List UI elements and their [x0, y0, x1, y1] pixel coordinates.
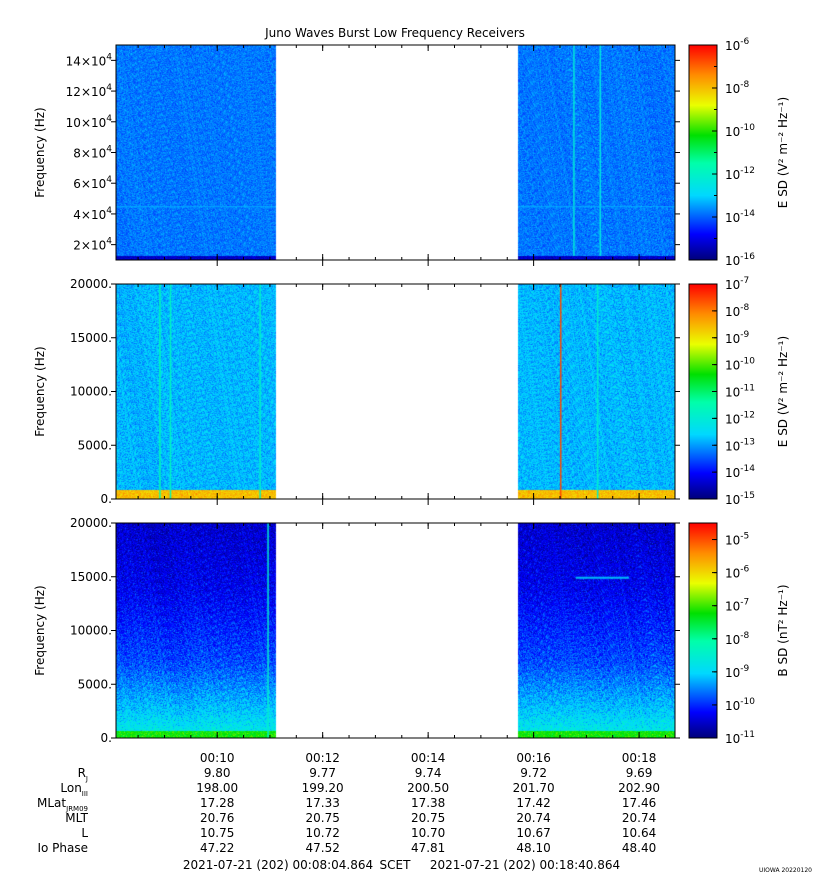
- y-tick-label: 12×104: [66, 83, 113, 99]
- ephemeris-value: 9.80: [204, 766, 231, 780]
- colorbar-tick-label: 10-7: [725, 276, 749, 292]
- y-tick-label: 2×104: [73, 237, 112, 253]
- colorbar-label: E SD (V² m⁻² Hz⁻¹): [776, 336, 790, 447]
- footer-scet-label: SCET: [380, 858, 412, 872]
- colorbar-tick-label: 10-9: [725, 664, 750, 680]
- ephemeris-value: 9.69: [626, 766, 653, 780]
- ephemeris-value: 20.74: [516, 811, 550, 825]
- colorbar-tick-label: 10-5: [725, 532, 749, 548]
- y-tick-label: 10000.: [70, 624, 112, 638]
- colorbar-tick-label: 10-8: [725, 303, 750, 319]
- ephemeris-row-label: RJ: [78, 766, 88, 783]
- spectrogram-image-1: [116, 45, 675, 260]
- ephemeris-value: 20.75: [305, 811, 339, 825]
- x-tick-label: 00:18: [622, 751, 657, 765]
- spectrogram-panels: 2×104 4×104 6×104 8×104 10×104 12×104 14×104 Fr…: [33, 37, 790, 746]
- ephemeris-value: 10.75: [200, 826, 234, 840]
- ephemeris-value: 9.74: [415, 766, 442, 780]
- colorbar-tick-label: 10-13: [725, 437, 755, 453]
- spectrogram-image-3: [116, 523, 675, 738]
- colorbar-tick-label: 10-11: [725, 730, 755, 746]
- colorbar-tick-label: 10-10: [725, 357, 755, 373]
- y-axis-label: Frequency (Hz): [33, 107, 47, 198]
- y-tick-label: 0.: [101, 492, 112, 506]
- ephemeris-value: 47.81: [411, 841, 445, 855]
- y-axis-label: Frequency (Hz): [33, 585, 47, 676]
- ephemeris-value: 20.75: [411, 811, 445, 825]
- ephemeris-value: 9.72: [520, 766, 547, 780]
- y-tick-label: 10×104: [66, 114, 113, 130]
- ephemeris-value: 20.76: [200, 811, 234, 825]
- watermark: UIOWA 20220120: [759, 867, 812, 874]
- ephemeris-row-label: Io Phase: [37, 841, 88, 855]
- colorbar-tick-label: 10-6: [725, 565, 750, 581]
- x-tick-label: 00:12: [305, 751, 340, 765]
- y-tick-label: 4×104: [73, 206, 112, 222]
- y-axis-label: Frequency (Hz): [33, 346, 47, 437]
- ephemeris-row-label: MLatJRM09: [37, 796, 88, 813]
- ephemeris-value: 48.10: [516, 841, 550, 855]
- colorbar-label: B SD (nT² Hz⁻¹): [776, 584, 790, 676]
- ephemeris-row-label: LonIII: [60, 781, 88, 798]
- colorbar-label: E SD (V² m⁻² Hz⁻¹): [776, 97, 790, 208]
- colorbar-1: [688, 44, 718, 261]
- y-tick-label: 10000.: [70, 385, 112, 399]
- ephemeris-row-label: MLT: [65, 811, 88, 825]
- y-tick-label: 20000.: [70, 516, 112, 530]
- x-tick-label: 00:16: [516, 751, 551, 765]
- colorbar-tick-label: 10-10: [725, 123, 755, 139]
- ephemeris-value: 48.40: [622, 841, 656, 855]
- y-tick-label: 20000.: [70, 277, 112, 291]
- y-tick-label: 15000.: [70, 570, 112, 584]
- ephemeris-value: 201.70: [513, 781, 555, 795]
- y-tick-label: 8×104: [73, 145, 112, 161]
- colorbar-tick-label: 10-11: [725, 384, 755, 400]
- ephemeris-value: 17.38: [411, 796, 445, 810]
- spectrogram-image-2: [116, 284, 675, 499]
- y-tick-label: 6×104: [73, 175, 112, 191]
- colorbar-tick-label: 10-15: [725, 491, 755, 507]
- colorbar-tick-label: 10-9: [725, 330, 750, 346]
- colorbar-tick-label: 10-7: [725, 598, 749, 614]
- y-tick-label: 15000.: [70, 331, 112, 345]
- ephemeris-value: 10.70: [411, 826, 445, 840]
- ephemeris-value: 47.22: [200, 841, 234, 855]
- y-tick-label: 0.: [101, 731, 112, 745]
- ephemeris-value: 198.00: [196, 781, 238, 795]
- colorbar-tick-label: 10-12: [725, 166, 755, 182]
- ephemeris-value: 10.67: [516, 826, 550, 840]
- ephemeris-value: 17.28: [200, 796, 234, 810]
- colorbar-tick-label: 10-10: [725, 697, 755, 713]
- ephemeris-table: 00:10 00:12 00:14 00:16 00:18 RJ 9.80 9.77 9.74 9…: [37, 751, 660, 855]
- ephemeris-value: 10.72: [305, 826, 339, 840]
- ephemeris-row-label: L: [81, 826, 88, 840]
- y-tick-label: 5000.: [78, 438, 112, 452]
- y-tick-label: 14×104: [66, 52, 113, 68]
- colorbar-tick-label: 10-14: [725, 209, 755, 225]
- footer-start-time: 2021-07-21 (202) 00:08:04.864: [183, 858, 373, 872]
- y-tick-label: 5000.: [78, 677, 112, 691]
- ephemeris-value: 202.90: [618, 781, 660, 795]
- ephemeris-value: 10.64: [622, 826, 656, 840]
- colorbar-tick-label: 10-12: [725, 410, 755, 426]
- colorbar-tick-label: 10-8: [725, 80, 750, 96]
- ephemeris-value: 200.50: [407, 781, 449, 795]
- ephemeris-value: 9.77: [309, 766, 336, 780]
- ephemeris-value: 199.20: [302, 781, 344, 795]
- ephemeris-value: 17.42: [516, 796, 550, 810]
- x-tick-label: 00:14: [411, 751, 446, 765]
- ephemeris-value: 47.52: [305, 841, 339, 855]
- colorbar-3: [688, 522, 718, 739]
- colorbar-tick-label: 10-14: [725, 464, 755, 480]
- ephemeris-value: 17.46: [622, 796, 656, 810]
- ephemeris-value: 20.74: [622, 811, 656, 825]
- colorbar-tick-label: 10-6: [725, 37, 750, 53]
- x-tick-label: 00:10: [200, 751, 235, 765]
- ephemeris-value: 17.33: [305, 796, 339, 810]
- footer-end-time: 2021-07-21 (202) 00:18:40.864: [430, 858, 620, 872]
- colorbar-tick-label: 10-16: [725, 252, 755, 268]
- colorbar-tick-label: 10-8: [725, 631, 750, 647]
- chart-title: Juno Waves Burst Low Frequency Receivers: [264, 26, 525, 40]
